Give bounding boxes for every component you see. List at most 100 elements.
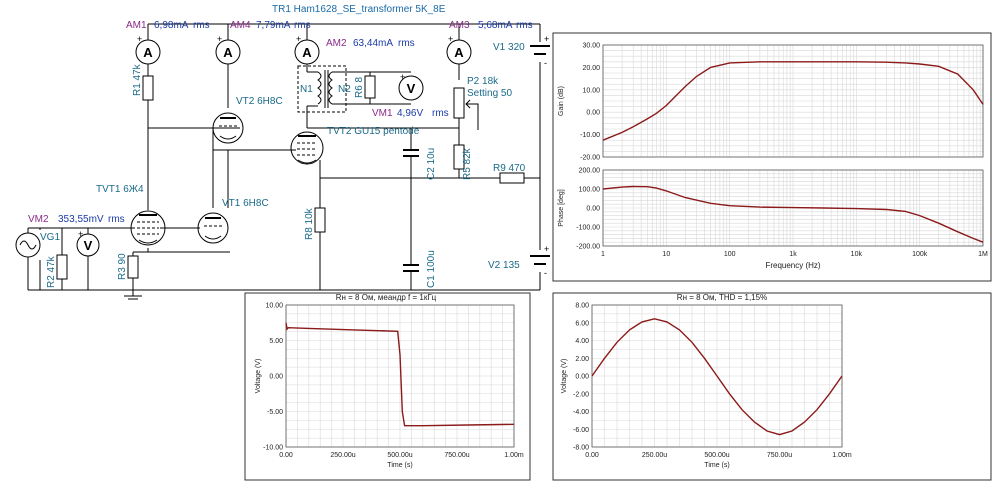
x-tick-label: 250.00u <box>330 452 355 459</box>
r1-label: R1 47k <box>132 63 143 96</box>
am2-unit: rms <box>398 38 415 49</box>
y-tick-label: 2.00 <box>575 356 589 363</box>
p2-label: P2 18k <box>467 76 499 87</box>
y-tick-label: 4.00 <box>575 338 589 345</box>
am2-reading: 63,44mA <box>353 38 393 49</box>
n2-label: N2 <box>338 84 351 95</box>
y-axis-label: Phase [deg] <box>558 189 565 226</box>
y-tick-label: -100.00 <box>576 225 600 232</box>
vt2-tube <box>212 112 244 144</box>
v2-battery <box>530 255 550 265</box>
x-tick-label: 100 <box>724 251 736 258</box>
r2-resistor <box>56 254 68 280</box>
x-tick-label: 1 <box>601 251 605 258</box>
y-tick-label: -5.00 <box>267 409 283 416</box>
tvt1-label: TVT1 6Ж4 <box>96 184 144 195</box>
am2-ammeter <box>294 39 320 65</box>
x-tick-label: 750.00u <box>767 452 792 459</box>
p2-setting: Setting 50 <box>467 88 512 99</box>
y-tick-label: -4.00 <box>573 409 589 416</box>
v1-plus: + <box>544 34 549 44</box>
r6-label: R6 8 <box>354 76 365 98</box>
vg1-generator <box>15 232 41 258</box>
x-tick-label: 0.00 <box>585 452 599 459</box>
vm2-plus: + <box>78 229 83 239</box>
y-tick-label: 10.00 <box>265 303 283 310</box>
x-tick-label: 500.00u <box>704 452 729 459</box>
am4-ammeter <box>215 39 241 65</box>
transformer-title: TR1 Ham1628_SE_transformer 5K_8E <box>272 4 446 15</box>
signal-curve <box>285 322 515 427</box>
x-tick-label: 1.00m <box>832 452 852 459</box>
tvt1-tube <box>130 210 166 246</box>
plot-frame <box>602 44 984 158</box>
chart-title: Rн = 8 Ом, меандр f = 1кГц <box>336 293 437 302</box>
y-tick-label: 6.00 <box>575 320 589 327</box>
y-tick-label: 30.00 <box>582 43 600 50</box>
tvt2-tube <box>290 131 324 165</box>
y-axis-label: Voltage (V) <box>561 359 568 394</box>
x-tick-label: 1k <box>789 251 797 258</box>
vm1-unit: rms <box>432 108 449 119</box>
r5-label: R5 82k <box>462 147 473 180</box>
gain-curve <box>602 61 984 141</box>
am2-plus: + <box>296 34 301 44</box>
vg1-label: VG1 <box>40 232 60 243</box>
c2-label: C2 10u <box>426 148 437 180</box>
output-transformer <box>297 65 347 113</box>
x-tick-label: 10k <box>851 251 863 258</box>
schematic-labels: TR1 Ham1628_SE_transformer 5K_8E AM1 6,9… <box>28 4 549 288</box>
vm2-name: VM2 <box>28 214 49 225</box>
phase-curve <box>602 185 984 243</box>
y-tick-label: 5.00 <box>269 338 283 345</box>
r8-resistor <box>314 207 326 233</box>
square-panel <box>244 292 531 481</box>
am4-name: AM4 <box>230 20 251 31</box>
am2-glyph: A <box>302 45 312 60</box>
signal-curve <box>591 318 843 436</box>
r9-resistor <box>499 172 525 184</box>
r6-resistor <box>364 75 376 99</box>
y-tick-label: 0.00 <box>586 206 600 213</box>
v1-label: V1 320 <box>493 42 525 53</box>
am4-unit: rms <box>294 20 311 31</box>
y-tick-label: 200.00 <box>579 168 601 175</box>
am1-unit: rms <box>193 20 210 31</box>
vt1-label: VT1 6H8C <box>222 198 269 209</box>
y-axis-label: Gain (dB) <box>558 86 565 116</box>
r3-label: R3 90 <box>117 253 128 280</box>
p2-potentiometer <box>453 87 465 119</box>
vt2-label: VT2 6H8C <box>236 96 283 107</box>
y-tick-label: 0.00 <box>586 110 600 117</box>
am4-plus: + <box>217 34 222 44</box>
vm2-glyph: V <box>84 238 93 253</box>
v2-label: V2 135 <box>488 260 520 271</box>
v2-plus: + <box>544 244 549 254</box>
chart-title: Rн = 8 Ом, THD = 1,15% <box>677 293 767 302</box>
n1-label: N1 <box>300 84 313 95</box>
y-tick-label: -20.00 <box>580 155 600 162</box>
x-axis-label: Time (s) <box>704 462 729 469</box>
x-tick-label: 1M <box>978 251 988 258</box>
vm1-plus: + <box>400 72 405 82</box>
y-tick-label: -8.00 <box>573 445 589 452</box>
y-tick-label: -200.00 <box>576 244 600 251</box>
x-tick-label: 1.00m <box>504 452 524 459</box>
y-tick-label: -2.00 <box>573 391 589 398</box>
ground-symbol <box>124 290 142 300</box>
vm1-reading: 4,96V <box>397 108 423 119</box>
r9-label: R9 470 <box>493 163 526 174</box>
vm2-reading: 353,55mV <box>58 214 104 225</box>
am3-glyph: A <box>454 45 464 60</box>
plot-frame <box>602 169 984 247</box>
vm1-voltmeter <box>398 75 424 101</box>
am1-name: AM1 <box>126 20 147 31</box>
c1-label: C1 100u <box>426 250 437 288</box>
y-tick-label: 20.00 <box>582 65 600 72</box>
y-tick-label: -10.00 <box>263 445 283 452</box>
am4-reading: 7,79mA <box>256 20 291 31</box>
x-tick-label: 10 <box>662 251 670 258</box>
vm2-unit: rms <box>108 214 125 225</box>
